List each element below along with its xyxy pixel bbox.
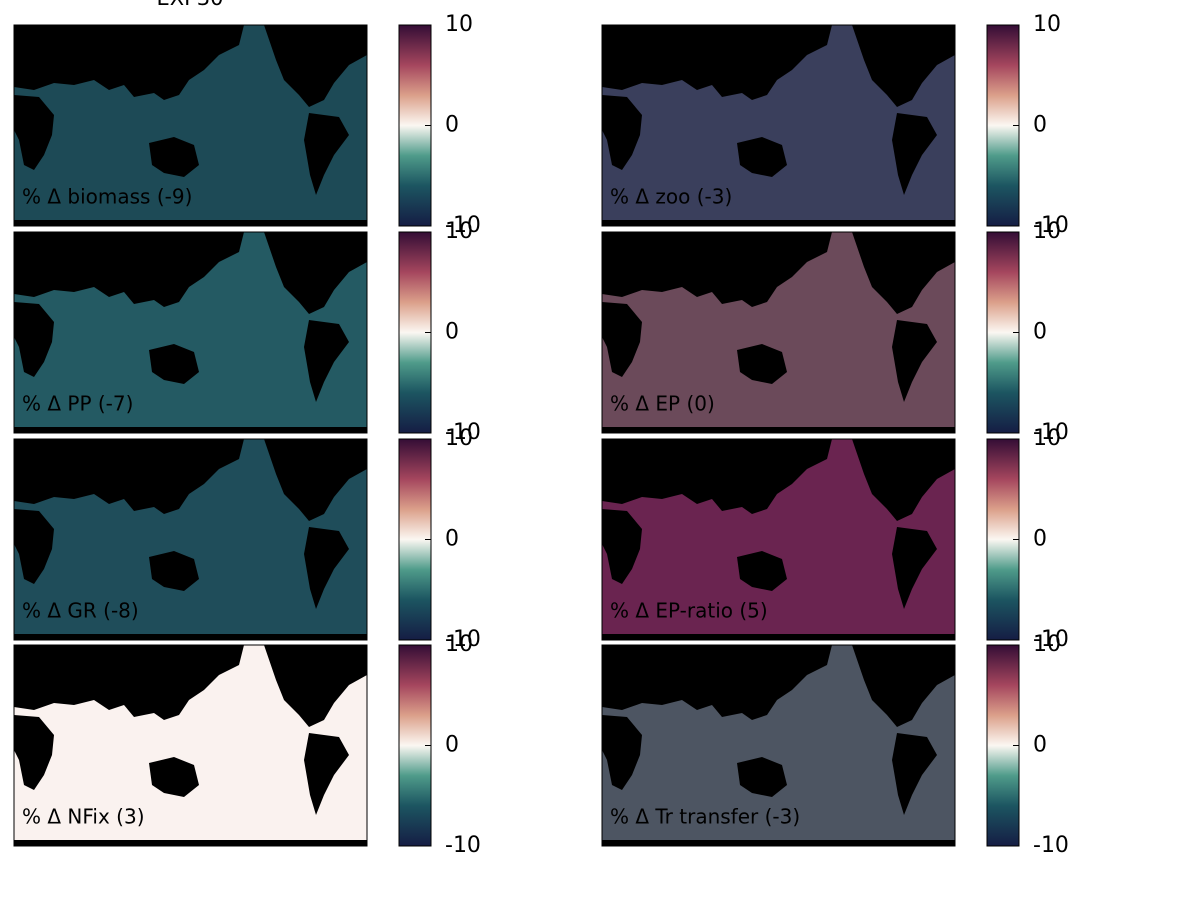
figure-title: EXP30 (156, 0, 223, 10)
colorbar-tick-label: -10 (1033, 213, 1069, 238)
colorbar-tick-label: -10 (445, 833, 481, 858)
map-frame (601, 438, 956, 641)
map (14, 25, 367, 226)
map (14, 439, 367, 640)
colorbar-tick-label: -10 (1033, 420, 1069, 445)
colorbar-tick-label: 0 (1033, 527, 1047, 552)
panel-label: % Δ NFix (3) (22, 805, 145, 829)
colorbar-tick-label: -10 (445, 627, 481, 652)
colorbar-tick-label: 0 (1033, 733, 1047, 758)
colorbar-tick-label: 10 (1033, 219, 1061, 244)
colorbar-tick-label: 10 (1033, 632, 1061, 657)
colorbar-tick-label: 10 (445, 632, 473, 657)
map-frame (601, 644, 956, 847)
colorbar-tick-label: 0 (1033, 320, 1047, 345)
colorbar-tick-label: 0 (1033, 113, 1047, 138)
map (14, 232, 367, 433)
colorbar-tick-label: -10 (1033, 627, 1069, 652)
colorbar-tick-label: 10 (1033, 426, 1061, 451)
panel-label: % Δ GR (-8) (22, 599, 139, 623)
panel-label: % Δ zoo (-3) (610, 185, 732, 209)
map (602, 25, 955, 226)
map (602, 232, 955, 433)
panel-label: % Δ biomass (-9) (22, 185, 192, 209)
map (602, 439, 955, 640)
panel-label: % Δ Tr transfer (-3) (610, 805, 800, 829)
panel-label: % Δ EP-ratio (5) (610, 599, 768, 623)
colorbar-tick-label: 0 (445, 527, 459, 552)
colorbar-tick-label: 0 (445, 733, 459, 758)
map-frame (601, 24, 956, 227)
map-frame (13, 438, 368, 641)
colorbar-tick-label: -10 (1033, 833, 1069, 858)
colorbar-tick-label: 0 (445, 113, 459, 138)
map (602, 645, 955, 846)
colorbar-tick-label: -10 (445, 213, 481, 238)
colorbar-tick-label: -10 (445, 420, 481, 445)
colorbar-tick-label: 10 (1033, 12, 1061, 37)
colorbar-tick-label: 10 (445, 426, 473, 451)
map-frame (13, 644, 368, 847)
map-frame (601, 231, 956, 434)
panel-label: % Δ PP (-7) (22, 392, 133, 416)
colorbar-tick-label: 10 (445, 12, 473, 37)
colorbar-tick-label: 10 (445, 219, 473, 244)
map (14, 645, 367, 846)
panel-label: % Δ EP (0) (610, 392, 715, 416)
map-frame (13, 24, 368, 227)
map-frame (13, 231, 368, 434)
colorbar-tick-label: 0 (445, 320, 459, 345)
